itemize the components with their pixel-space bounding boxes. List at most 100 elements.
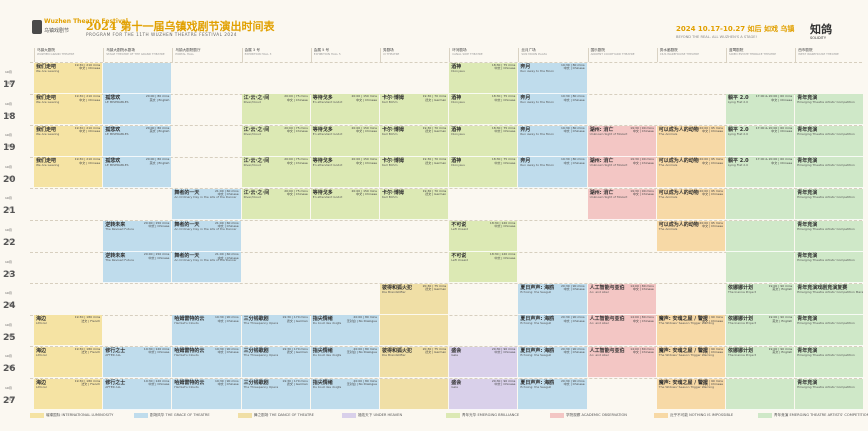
show-cell[interactable]: 江·云·之·间 River/Cloud 20:00 | 75 mins 中文 | Ch… bbox=[241, 125, 310, 157]
show-time-value: 20:00 | 150 mins bbox=[143, 220, 170, 225]
show-cell[interactable]: 我们走吧 We Are Leaving 19:30 | 210 mins 中文 | C… bbox=[34, 94, 103, 126]
show-cell[interactable]: 魔声: 安魂之屋 / 警报 The Widows' Season Trigger … bbox=[656, 315, 725, 347]
show-cell[interactable]: 盛会 Gala 20:30 | 90 mins 中文 | Chinese bbox=[449, 346, 518, 378]
show-cell[interactable]: 夏日声声: 海鸥 Echoing: the Seagull 20:30 | 90 m… bbox=[518, 346, 587, 378]
show-cell[interactable]: 我们走吧 We Are Leaving 19:30 | 210 mins 中文 | C… bbox=[34, 62, 103, 94]
show-cell[interactable]: 湖州: 消亡 Unknown Sight of Mozart 19:30 | 90 … bbox=[587, 157, 656, 189]
show-cell[interactable]: 哈姆雷特的云 Hamlet's Clouds 19:30 | 90 mins 中文 |… bbox=[172, 346, 241, 378]
show-cell[interactable]: 青年竞演 Emerging Theatre Artists' Competitio… bbox=[795, 125, 864, 157]
show-cell[interactable]: 依娜娜计划 The Inanna Project 19:00 | 90 mins 英文… bbox=[726, 346, 795, 378]
show-cell[interactable]: 可以成为人的动物 The Animals 20:00 | 95 mins 中文 | C… bbox=[656, 125, 725, 157]
show-cell[interactable]: 彼得和狐火犯 Die Brandstifter 20:30 | 75 mins 德文 … bbox=[380, 346, 449, 378]
show-cell[interactable]: 卡尔·博姆 Karl Böhm 19:30 | 70 mins 德文 | German bbox=[380, 125, 449, 157]
show-cell[interactable]: 青年竞演 Emerging Theatre Artists' Competitio… bbox=[795, 315, 864, 347]
show-cell[interactable]: 酒神 Dionysus 18:30 | 75 mins 中文 | Chinese bbox=[449, 157, 518, 189]
show-cell[interactable]: 酒神 Dionysus 18:30 | 75 mins 中文 | Chinese bbox=[449, 94, 518, 126]
show-cell[interactable]: 人工智能与亚伯 A.I. and Abel 14:00 | 80 mins 中文 | … bbox=[587, 283, 656, 315]
show-cell[interactable]: 奔月 Run Away to the Moon 19:30 | 80 mins 中文 … bbox=[518, 62, 587, 94]
show-cell[interactable]: 我们走吧 We Are Leaving 19:30 | 210 mins 中文 | C… bbox=[34, 125, 103, 157]
show-cell[interactable] bbox=[726, 252, 795, 284]
show-cell[interactable]: 卡尔·博姆 Karl Böhm 19:30 | 70 mins 德文 | German bbox=[380, 94, 449, 126]
show-title-en: LE MISERABLES bbox=[105, 163, 129, 168]
show-cell[interactable]: 湖州: 消亡 Unknown Sight of Mozart 19:30 | 90 … bbox=[587, 188, 656, 220]
show-cell[interactable]: 奔月 Run Away to the Moon 19:30 | 80 mins 中文 … bbox=[518, 157, 587, 189]
show-cell[interactable]: 躺平 2.0 Lying Flat 2.0 17:00 & 20:00 | 60 m… bbox=[726, 157, 795, 189]
show-cell[interactable]: 海边 Littoral 19:30 | 180 mins 法文 | French bbox=[34, 315, 103, 347]
show-cell[interactable]: 青年竞演戏剧竞演复赛 Emerging Theatre Artists' Comp… bbox=[795, 283, 864, 315]
show-cell[interactable]: 奔月 Run Away to the Moon 19:30 | 80 mins 中文 … bbox=[518, 125, 587, 157]
show-time: 19:30 | 80 mins 中文 | Chinese bbox=[561, 158, 585, 165]
show-cell[interactable]: 江·云·之·间 River/Cloud 20:00 | 75 mins 中文 | Ch… bbox=[241, 188, 310, 220]
show-cell[interactable]: 江·云·之·间 River/Cloud 20:00 | 75 mins 中文 | Ch… bbox=[241, 157, 310, 189]
show-cell[interactable]: 湖州: 消亡 Unknown Sight of Mozart 19:30 | 90 … bbox=[587, 125, 656, 157]
show-cell[interactable]: 青年竞演 Emerging Theatre Artists' Competitio… bbox=[795, 220, 864, 252]
show-cell[interactable]: 可以成为人的动物 The Animals 20:00 | 95 mins 中文 | C… bbox=[656, 188, 725, 220]
show-cell[interactable]: 酒神 Dionysus 18:30 | 75 mins 中文 | Chinese bbox=[449, 62, 518, 94]
show-cell[interactable]: 孤悲欢 LE MISERABLES 20:00 | 80 mins 英文 | Engl… bbox=[103, 157, 172, 189]
show-cell[interactable] bbox=[726, 188, 795, 220]
show-cell[interactable] bbox=[380, 315, 449, 347]
show-cell[interactable]: 人工智能与亚伯 A.I. and Abel 14:00 | 80 mins 中文 | … bbox=[587, 315, 656, 347]
show-cell[interactable]: 等待戈多 En attendant Godot 20:00 | 150 mins 中文… bbox=[310, 188, 379, 220]
show-cell[interactable] bbox=[726, 378, 795, 410]
show-time: 19:30 | 70 mins 德文 | German bbox=[423, 94, 447, 102]
show-cell[interactable]: 哈姆雷特的云 Hamlet's Clouds 19:30 | 90 mins 中文 |… bbox=[172, 378, 241, 410]
show-cell[interactable]: 逆转未来 The Revised Future 20:00 | 150 mins 中文… bbox=[103, 252, 172, 284]
show-cell[interactable]: 依娜娜计划 The Inanna Project 19:00 | 90 mins 英文… bbox=[726, 315, 795, 347]
show-cell[interactable]: 修行之士 AFTER ALL 19:30 | 120 mins 中文 | Chines… bbox=[103, 378, 172, 410]
show-cell[interactable]: 青年竞演 Emerging Theatre Artists' Competitio… bbox=[795, 94, 864, 126]
venue-name-en: ANCIENT COURTYARD THEATRE bbox=[590, 52, 635, 57]
show-cell[interactable]: 三分钱歌剧 The Threepenny Opera 19:30 | 170 min… bbox=[241, 346, 310, 378]
show-cell[interactable]: 舞者的一天 An Ordinary Day in the Life of the … bbox=[172, 188, 241, 220]
show-cell[interactable]: 可以成为人的动物 The Animals 20:00 | 95 mins 中文 | C… bbox=[656, 220, 725, 252]
show-cell[interactable]: 孤悲欢 LE MISERABLES 20:00 | 80 mins 英文 | Engl… bbox=[103, 94, 172, 126]
show-cell[interactable]: 卡尔·博姆 Karl Böhm 19:30 | 70 mins 德文 | German bbox=[380, 157, 449, 189]
show-cell[interactable]: 卡尔·博姆 Karl Böhm 19:30 | 70 mins 德文 | German bbox=[380, 188, 449, 220]
show-cell[interactable]: 青年竞演 Emerging Theatre Artists' Competitio… bbox=[795, 346, 864, 378]
show-cell[interactable]: 等待戈多 En attendant Godot 20:00 | 150 mins 中文… bbox=[310, 125, 379, 157]
show-cell[interactable]: 青年竞演 Emerging Theatre Artists' Competitio… bbox=[795, 188, 864, 220]
show-cell[interactable]: 江·云·之·间 River/Cloud 20:00 | 75 mins 中文 | Ch… bbox=[241, 94, 310, 126]
show-cell[interactable]: 奔月 Run Away to the Moon 19:30 | 80 mins 中文 … bbox=[518, 94, 587, 126]
show-cell[interactable]: 魔声: 安魂之屋 / 警报 The Widows' Season Trigger … bbox=[656, 378, 725, 410]
show-cell[interactable]: 指尖情绪 Du bout des doigts 20:00 | 80 mins 无对白… bbox=[310, 315, 379, 347]
show-cell[interactable]: 依娜娜计划 The Inanna Project 19:00 | 90 mins 英文… bbox=[726, 283, 795, 315]
show-cell[interactable]: 躺平 2.0 Lying Flat 2.0 17:00 & 20:00 | 60 m… bbox=[726, 94, 795, 126]
show-cell[interactable]: 孤悲欢 LE MISERABLES 20:00 | 80 mins 英文 | Engl… bbox=[103, 125, 172, 157]
show-cell[interactable]: 夏日声声: 海鸥 Echoing: the Seagull 20:30 | 90 m… bbox=[518, 283, 587, 315]
show-cell[interactable]: 彼得和狐火犯 Die Brandstifter 20:30 | 75 mins 德文 … bbox=[380, 283, 449, 315]
show-cell[interactable]: 不可说 Left Unsaid 18:30 | 120 mins 中文 | Chine… bbox=[449, 252, 518, 284]
legend-item: 近乎不可能 NOTHING IS IMPOSSIBLE bbox=[654, 412, 733, 418]
show-cell[interactable] bbox=[103, 62, 172, 94]
show-cell[interactable]: 等待戈多 En attendant Godot 20:00 | 150 mins 中文… bbox=[310, 94, 379, 126]
show-cell[interactable]: 青年竞演 Emerging Theatre Artists' Competitio… bbox=[795, 378, 864, 410]
show-cell[interactable]: 海边 Littoral 19:30 | 180 mins 法文 | French bbox=[34, 378, 103, 410]
show-cell[interactable]: 酒神 Dionysus 18:30 | 75 mins 中文 | Chinese bbox=[449, 125, 518, 157]
show-cell[interactable]: 三分钱歌剧 The Threepenny Opera 19:30 | 170 min… bbox=[241, 315, 310, 347]
show-cell[interactable]: 青年竞演 Emerging Theatre Artists' Competitio… bbox=[795, 252, 864, 284]
show-language: 法文 | French bbox=[81, 382, 101, 387]
show-cell[interactable]: 盛会 Gala 20:30 | 90 mins 中文 | Chinese bbox=[449, 378, 518, 410]
show-cell[interactable]: 海边 Littoral 19:30 | 180 mins 法文 | French bbox=[34, 346, 103, 378]
show-cell[interactable]: 躺平 2.0 Lying Flat 2.0 17:00 & 20:00 | 60 m… bbox=[726, 125, 795, 157]
show-cell[interactable]: 等待戈多 En attendant Godot 20:00 | 150 mins 中文… bbox=[310, 157, 379, 189]
show-cell[interactable] bbox=[380, 378, 449, 410]
show-title-en: The Widows' Season Trigger Warning bbox=[658, 321, 715, 326]
show-cell[interactable]: 夏日声声: 海鸥 Echoing: the Seagull 20:30 | 90 m… bbox=[518, 315, 587, 347]
show-cell[interactable]: 修行之士 AFTER ALL 19:30 | 120 mins 中文 | Chines… bbox=[103, 346, 172, 378]
show-cell[interactable]: 指尖情绪 Du bout des doigts 20:00 | 80 mins 无对白… bbox=[310, 378, 379, 410]
show-cell[interactable]: 魔声: 安魂之屋 / 警报 The Widows' Season Trigger … bbox=[656, 346, 725, 378]
show-cell[interactable]: 夏日声声: 海鸥 Echoing: the Seagull 20:30 | 90 m… bbox=[518, 378, 587, 410]
show-cell[interactable]: 哈姆雷特的云 Hamlet's Clouds 19:30 | 90 mins 中文 |… bbox=[172, 315, 241, 347]
show-cell[interactable]: 人工智能与亚伯 A.I. and Abel 14:00 | 80 mins 中文 | … bbox=[587, 346, 656, 378]
show-cell[interactable]: 舞者的一天 An Ordinary Day in the Life of the … bbox=[172, 252, 241, 284]
show-cell[interactable]: 指尖情绪 Du bout des doigts 20:00 | 80 mins 无对白… bbox=[310, 346, 379, 378]
show-cell[interactable]: 可以成为人的动物 The Animals 20:00 | 95 mins 中文 | C… bbox=[656, 157, 725, 189]
show-cell[interactable]: 我们走吧 We Are Leaving 19:30 | 210 mins 中文 | C… bbox=[34, 157, 103, 189]
show-cell[interactable]: 青年竞演 Emerging Theatre Artists' Competitio… bbox=[795, 157, 864, 189]
show-cell[interactable]: 逆转未来 The Revised Future 20:00 | 150 mins 中文… bbox=[103, 220, 172, 252]
show-cell[interactable]: 三分钱歌剧 The Threepenny Opera 19:30 | 170 min… bbox=[241, 378, 310, 410]
show-cell[interactable] bbox=[726, 220, 795, 252]
show-cell[interactable]: 不可说 Left Unsaid 18:30 | 120 mins 中文 | Chine… bbox=[449, 220, 518, 252]
show-cell[interactable]: 舞者的一天 An Ordinary Day in the Life of the … bbox=[172, 220, 241, 252]
